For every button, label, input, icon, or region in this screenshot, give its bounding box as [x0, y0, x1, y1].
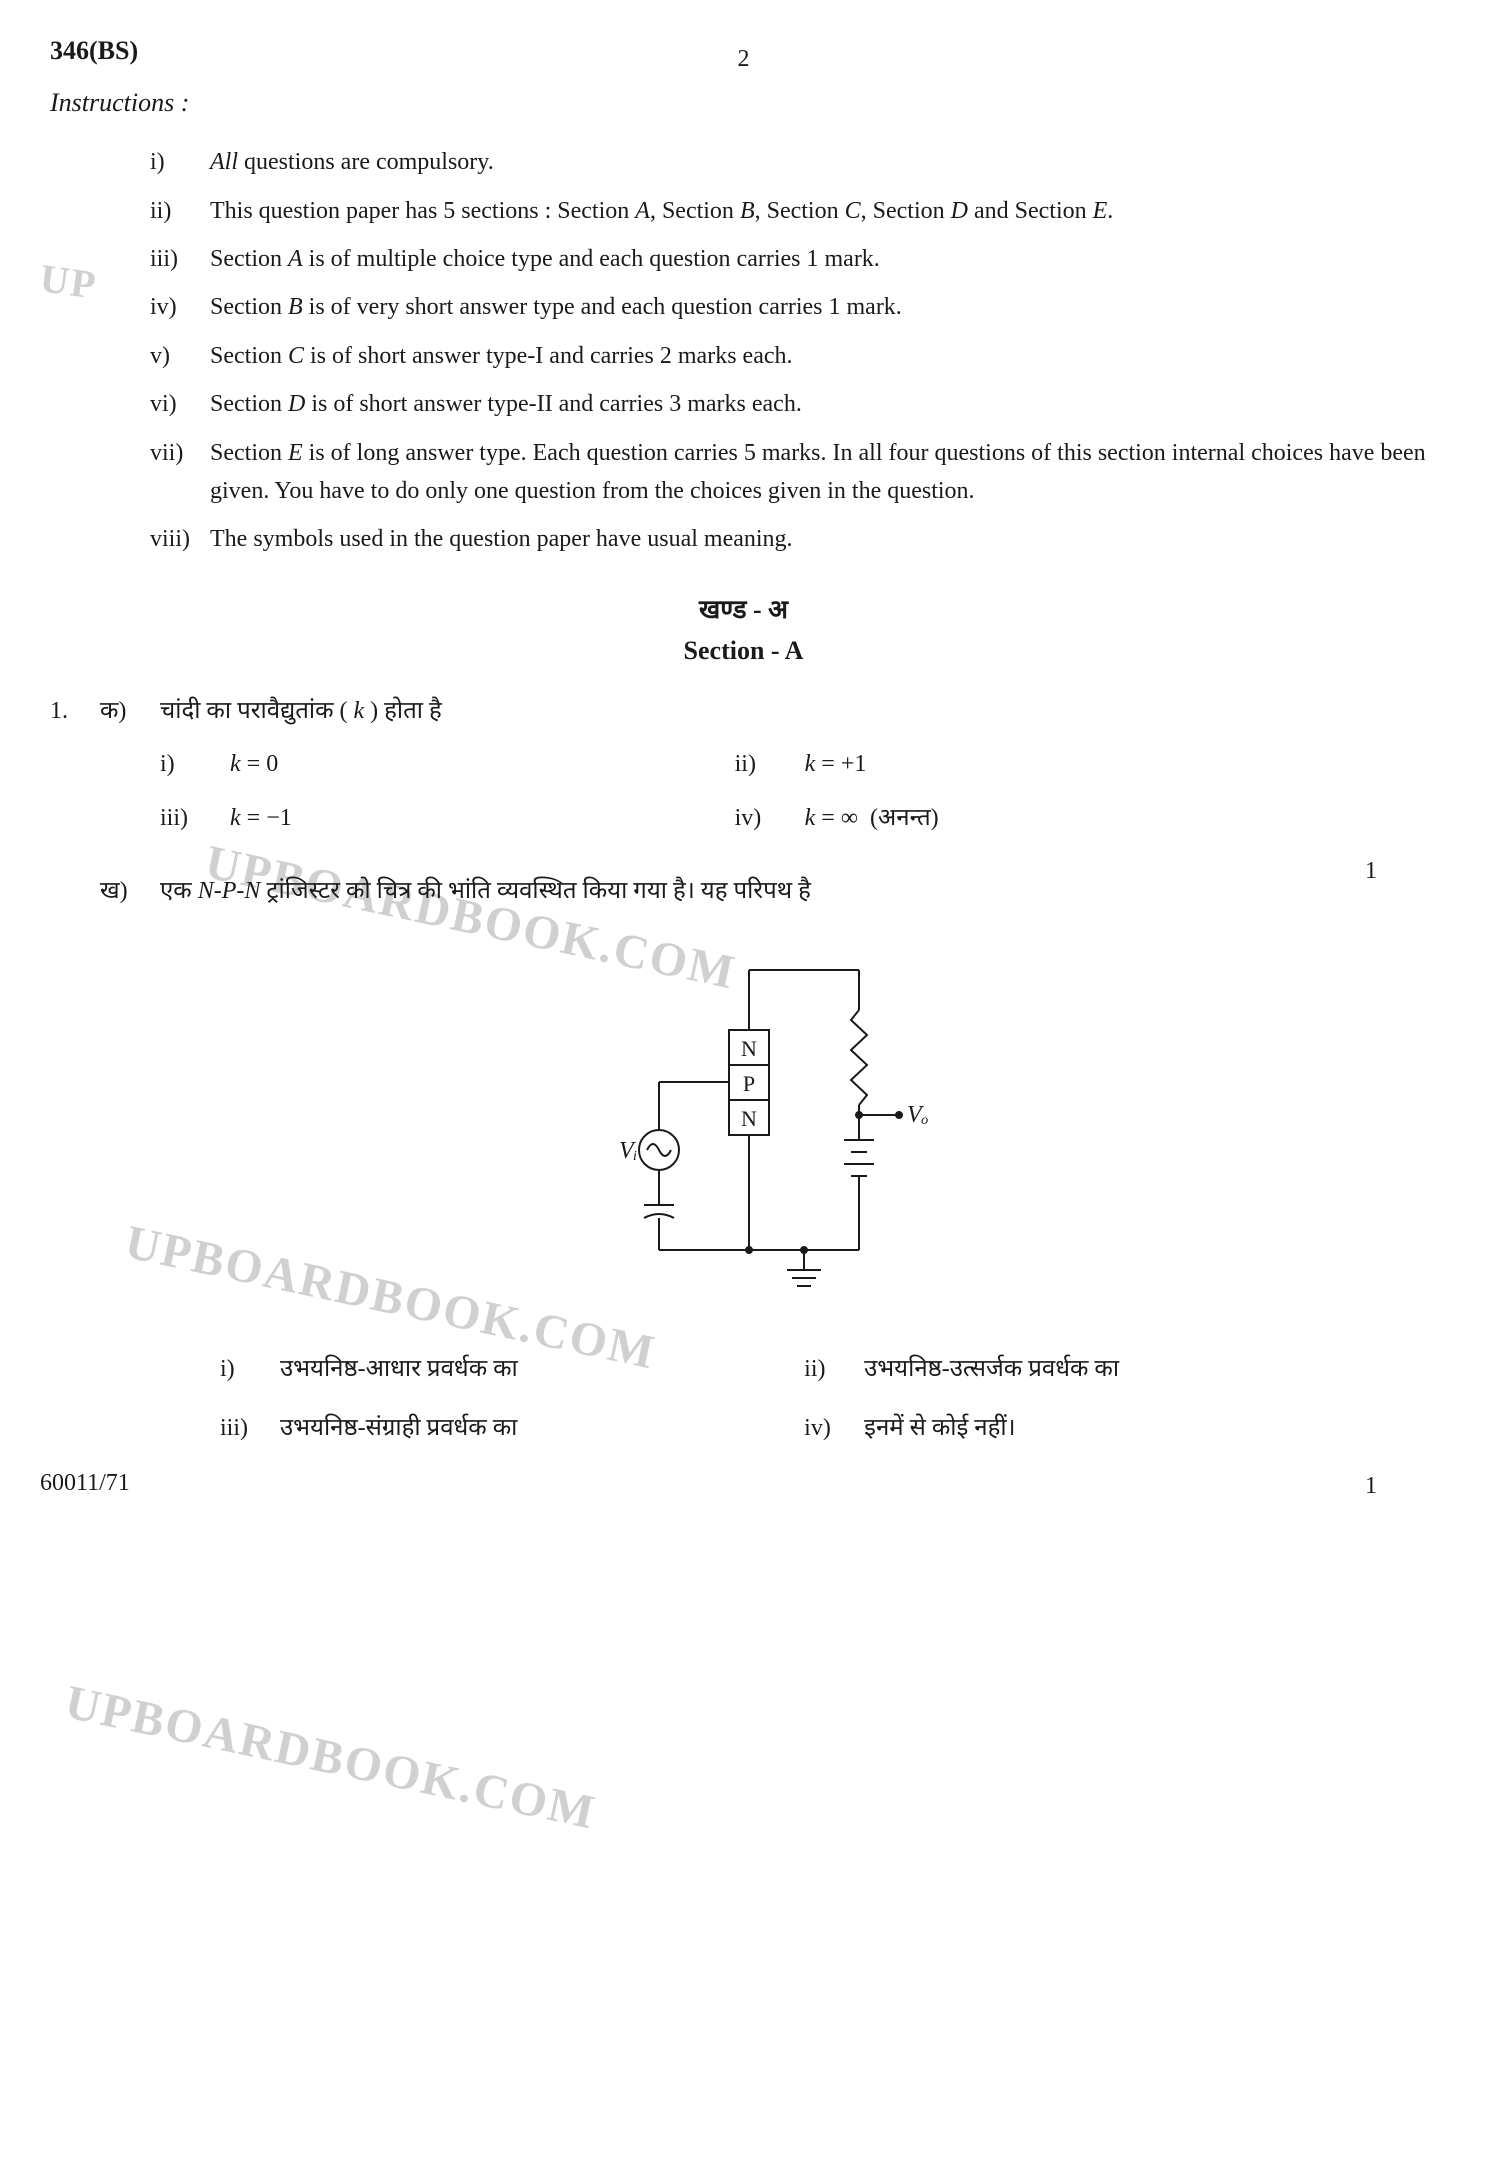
option-text: k = 0 [230, 745, 278, 783]
option-marker: ii) [735, 745, 805, 783]
instruction-marker: vi) [150, 385, 210, 423]
page-number: 2 [738, 40, 750, 78]
subq-marker: ख) [100, 872, 160, 910]
option: i) उभयनिष्ठ-आधार प्रवर्धक का [220, 1350, 804, 1388]
option-marker: ii) [804, 1350, 864, 1388]
instruction-marker: viii) [150, 520, 210, 558]
transistor-n-label: N [741, 1036, 757, 1061]
options-a: i) k = 0 ii) k = +1 iii) k = −1 iv) k = … [160, 745, 1437, 852]
option: i) k = 0 [160, 745, 735, 783]
instruction-item: vi) Section D is of short answer type-II… [150, 385, 1437, 423]
option-text: उभयनिष्ठ-उत्सर्जक प्रवर्धक का [864, 1350, 1119, 1388]
option-marker: iv) [804, 1409, 864, 1447]
option-marker: iv) [735, 799, 805, 837]
instruction-marker: i) [150, 143, 210, 181]
option: ii) k = +1 [735, 745, 1310, 783]
instruction-item: ii) This question paper has 5 sections :… [150, 192, 1437, 230]
instruction-item: vii) Section E is of long answer type. E… [150, 434, 1437, 511]
option-marker: iii) [160, 799, 230, 837]
subq-text: चांदी का परावैद्युतांक ( k ) होता है [160, 692, 1437, 730]
subq-text: एक N-P-N ट्रांजिस्टर को चित्र की भांति व… [160, 872, 1437, 910]
instruction-item: iii) Section A is of multiple choice typ… [150, 240, 1437, 278]
section-title-hindi: खण्ड - अ [50, 589, 1437, 631]
section-title-english: Section - A [50, 630, 1437, 672]
option-marker: i) [220, 1350, 280, 1388]
watermark: UPBOARDBOOK.COM [58, 1665, 603, 1853]
options-b: i) उभयनिष्ठ-आधार प्रवर्धक का ii) उभयनिष्… [220, 1350, 1437, 1467]
option-text: इनमें से कोई नहीं। [864, 1409, 1016, 1447]
subq-marker: क) [100, 692, 160, 730]
option: iii) k = −1 [160, 799, 735, 837]
instructions-title: Instructions : [50, 82, 1437, 124]
vo-label: Vₒ [907, 1102, 929, 1128]
instruction-text: Section D is of short answer type-II and… [210, 385, 1437, 423]
instruction-text: Section B is of very short answer type a… [210, 288, 1437, 326]
question-number: 1. [50, 692, 100, 1477]
instruction-item: iv) Section B is of very short answer ty… [150, 288, 1437, 326]
option: iv) इनमें से कोई नहीं। [804, 1409, 1388, 1447]
instruction-text: Section E is of long answer type. Each q… [210, 434, 1437, 511]
option-text: k = ∞ (अनन्त) [805, 799, 939, 837]
option-text: k = −1 [230, 799, 292, 837]
instruction-marker: vii) [150, 434, 210, 472]
vi-label: Vᵢ [619, 1138, 637, 1164]
option-marker: i) [160, 745, 230, 783]
instruction-marker: iii) [150, 240, 210, 278]
instruction-text: Section A is of multiple choice type and… [210, 240, 1437, 278]
circuit-diagram: N P N Vᵢ Vₒ [100, 940, 1437, 1320]
instruction-marker: v) [150, 337, 210, 375]
instruction-marker: ii) [150, 192, 210, 230]
transistor-p-label: P [742, 1071, 754, 1096]
option: ii) उभयनिष्ठ-उत्सर्जक प्रवर्धक का [804, 1350, 1388, 1388]
option: iii) उभयनिष्ठ-संग्राही प्रवर्धक का [220, 1409, 804, 1447]
instruction-item: viii) The symbols used in the question p… [150, 520, 1437, 558]
option-text: उभयनिष्ठ-आधार प्रवर्धक का [280, 1350, 518, 1388]
instruction-text: All questions are compulsory. [210, 143, 1437, 181]
subquestion-b: ख) एक N-P-N ट्रांजिस्टर को चित्र की भांत… [100, 872, 1437, 910]
marks: 1 [1365, 1467, 1377, 1505]
instruction-text: This question paper has 5 sections : Sec… [210, 192, 1437, 230]
option-text: k = +1 [805, 745, 867, 783]
instruction-marker: iv) [150, 288, 210, 326]
instruction-text: The symbols used in the question paper h… [210, 520, 1437, 558]
instruction-item: v) Section C is of short answer type-I a… [150, 337, 1437, 375]
option-marker: iii) [220, 1409, 280, 1447]
watermark: UP [36, 246, 102, 317]
option-text: उभयनिष्ठ-संग्राही प्रवर्धक का [280, 1409, 517, 1447]
option: iv) k = ∞ (अनन्त) [735, 799, 1310, 837]
footer-code: 60011/71 [40, 1464, 130, 1502]
instruction-text: Section C is of short answer type-I and … [210, 337, 1437, 375]
instruction-item: i) All questions are compulsory. [150, 143, 1437, 181]
transistor-n-label: N [741, 1106, 757, 1131]
instruction-list: i) All questions are compulsory. ii) Thi… [150, 143, 1437, 559]
subquestion-a: क) चांदी का परावैद्युतांक ( k ) होता है [100, 692, 1437, 730]
question-1: 1. क) चांदी का परावैद्युतांक ( k ) होता … [50, 692, 1437, 1477]
marks: 1 [1365, 852, 1377, 890]
